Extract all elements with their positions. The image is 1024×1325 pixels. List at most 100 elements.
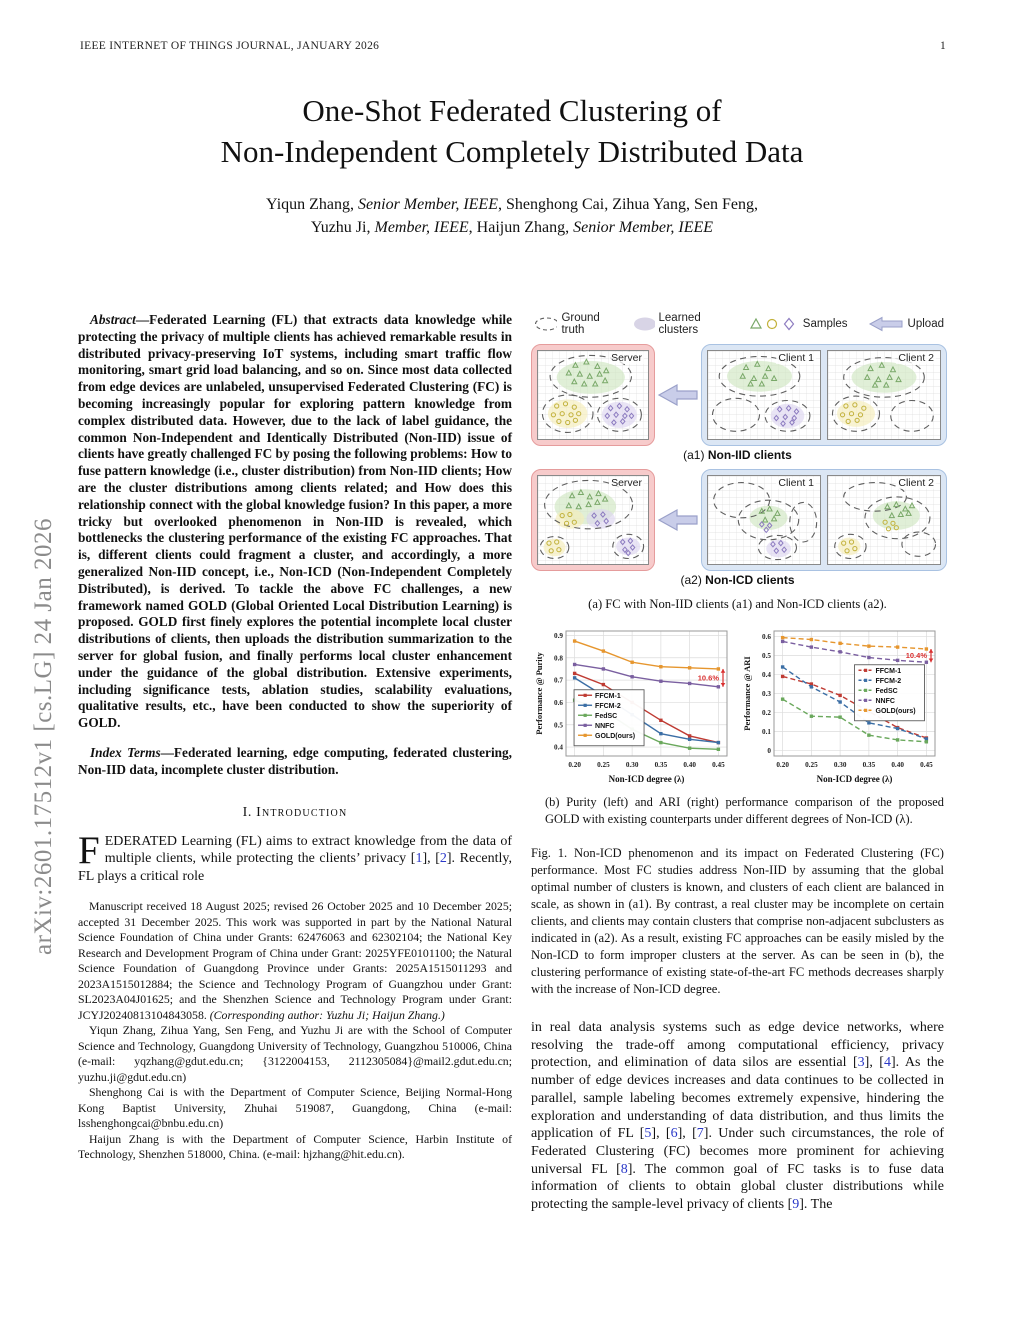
svg-text:0.45: 0.45	[920, 761, 933, 769]
a1-server-frame: Server	[531, 344, 655, 446]
legend-ground-truth: Ground truth	[533, 312, 618, 336]
svg-text:0.30: 0.30	[833, 761, 846, 769]
svg-text:0.4: 0.4	[554, 744, 563, 752]
svg-text:FFCM-2: FFCM-2	[875, 678, 901, 685]
svg-text:0.25: 0.25	[805, 761, 818, 769]
svg-text:0.5: 0.5	[554, 721, 563, 729]
a1-client2-scatter	[828, 351, 940, 439]
footnote-manuscript: Manuscript received 18 August 2025; revi…	[78, 899, 512, 1022]
svg-text:0.3: 0.3	[762, 690, 771, 698]
subfigure-a1: Server Client 1 Client 2	[531, 344, 947, 446]
a2-sublabel: (a2) Non-ICD clients	[680, 573, 795, 587]
svg-text:GOLD(ours): GOLD(ours)	[875, 708, 915, 715]
server-label: Server	[609, 477, 644, 489]
svg-text:0.40: 0.40	[683, 761, 696, 769]
svg-text:0.5: 0.5	[762, 652, 771, 660]
svg-text:0.20: 0.20	[568, 761, 581, 769]
svg-text:NNFC: NNFC	[875, 698, 894, 705]
footnotes: Manuscript received 18 August 2025; revi…	[78, 899, 512, 1163]
author-line-2: Yuzhu Ji, Member, IEEE, Haijun Zhang, Se…	[310, 219, 714, 236]
svg-text:0.9: 0.9	[554, 632, 563, 640]
upload-arrow-a1	[657, 383, 698, 407]
a2-clients-frame: Client 1 Client 2	[701, 469, 947, 571]
citation-link[interactable]: 3	[857, 1055, 865, 1071]
figure-caption: Fig. 1. Non-ICD phenomenon and its impac…	[531, 846, 944, 996]
a1-client1-scatter	[708, 351, 820, 439]
a1-server-panel: Server	[537, 350, 649, 440]
citation-link[interactable]: 8	[620, 1161, 628, 1177]
a2-server-panel: Server	[537, 475, 649, 565]
client2-label: Client 2	[896, 477, 936, 489]
citation-link[interactable]: 6	[670, 1126, 678, 1142]
svg-text:0.30: 0.30	[625, 761, 638, 769]
a2-client1-panel: Client 1	[707, 475, 821, 565]
title-line-2: Non-Independent Completely Distributed D…	[220, 134, 804, 169]
a2-server-frame: Server	[531, 469, 655, 571]
footnote-affiliation-1: Yiqun Zhang, Zihua Yang, Sen Feng, and Y…	[78, 1023, 512, 1084]
a2-server-scatter	[538, 476, 648, 564]
a2-client2-scatter	[828, 476, 940, 564]
svg-text:0.4: 0.4	[762, 671, 771, 679]
svg-text:10.6%: 10.6%	[697, 673, 719, 682]
abstract: Abstract—Federated Learning (FL) that ex…	[78, 312, 512, 731]
intro-paragraph: F EDERATED Learning (FL) aims to extract …	[78, 828, 513, 884]
left-column: Abstract—Federated Learning (FL) that ex…	[78, 312, 512, 1163]
citation-link[interactable]: 7	[696, 1126, 704, 1142]
svg-text:NNFC: NNFC	[595, 723, 614, 730]
caption-b: (b) Purity (left) and ARI (right) perfor…	[545, 795, 944, 826]
citation-link[interactable]: 9	[792, 1197, 800, 1213]
citation-link[interactable]: 1	[415, 851, 423, 867]
author-list: Yiqun Zhang, Senior Member, IEEE, Shengh…	[60, 193, 964, 239]
svg-text:0.35: 0.35	[862, 761, 875, 769]
svg-text:FedSC: FedSC	[875, 688, 897, 695]
svg-text:0: 0	[767, 747, 771, 755]
svg-text:0.45: 0.45	[712, 761, 725, 769]
samples-icon	[749, 317, 795, 331]
subfigure-a2: Server Client 1 Client 2	[531, 469, 947, 571]
right-column: Ground truth Learned clusters Samples	[531, 312, 947, 1214]
svg-text:FFCM-1: FFCM-1	[875, 668, 901, 675]
svg-text:0.40: 0.40	[891, 761, 904, 769]
title-line-1: One-Shot Federated Clustering of	[302, 93, 722, 128]
a1-clients-frame: Client 1 Client 2	[701, 344, 947, 446]
server-label: Server	[609, 352, 644, 364]
citation-link[interactable]: 4	[883, 1055, 891, 1071]
drop-cap: F	[78, 828, 100, 872]
svg-text:FFCM-2: FFCM-2	[595, 703, 621, 710]
svg-text:0.2: 0.2	[762, 709, 771, 717]
client1-label: Client 1	[776, 352, 816, 364]
page-number: 1	[939, 40, 946, 52]
citation-link[interactable]: 2	[439, 851, 447, 867]
legend-upload: Upload	[868, 316, 944, 332]
journal-header: IEEE INTERNET OF THINGS JOURNAL, JANUARY…	[80, 40, 380, 52]
svg-text:0.6: 0.6	[762, 633, 771, 641]
upload-arrow-a2	[657, 508, 698, 532]
svg-text:Performance @ Purity: Performance @ Purity	[534, 652, 544, 735]
figure-legend: Ground truth Learned clusters Samples	[533, 312, 944, 336]
svg-text:GOLD(ours): GOLD(ours)	[595, 733, 635, 740]
ari-chart: 0.20 0.25 0.30 0.35 0.40 0.45 0 0.1 0.2 0.3 0.4 0.5…	[739, 624, 944, 786]
svg-text:FFCM-1: FFCM-1	[595, 693, 621, 700]
citation-link[interactable]: 5	[644, 1126, 652, 1142]
a1-client2-panel: Client 2	[827, 350, 941, 440]
section-heading-introduction: I. Introduction	[242, 804, 348, 820]
svg-text:0.20: 0.20	[776, 761, 789, 769]
figure-1: Ground truth Learned clusters Samples	[531, 312, 947, 998]
learned-clusters-icon	[633, 317, 655, 331]
svg-text:0.25: 0.25	[597, 761, 610, 769]
svg-text:10.4%: 10.4%	[905, 651, 927, 660]
svg-text:0.6: 0.6	[554, 699, 563, 707]
a2-client1-scatter	[708, 476, 820, 564]
a1-client1-panel: Client 1	[707, 350, 821, 440]
author-line-1: Yiqun Zhang, Senior Member, IEEE, Shengh…	[266, 196, 758, 213]
footnote-affiliation-2: Shenghong Cai is with the Department of …	[78, 1085, 512, 1131]
a1-sublabel: (a1) Non-IID clients	[683, 448, 792, 462]
legend-learned-clusters: Learned clusters	[632, 312, 733, 336]
svg-text:0.35: 0.35	[654, 761, 667, 769]
svg-text:FedSC: FedSC	[595, 713, 617, 720]
svg-text:0.1: 0.1	[762, 728, 771, 736]
subfigure-b: 0.20 0.25 0.30 0.35 0.40 0.45 0.4 0.5 0.6 0.7 0.8 0…	[531, 624, 944, 786]
purity-chart: 0.20 0.25 0.30 0.35 0.40 0.45 0.4 0.5 0.6 0.7 0.8 0…	[531, 624, 736, 786]
svg-text:0.7: 0.7	[554, 677, 563, 685]
